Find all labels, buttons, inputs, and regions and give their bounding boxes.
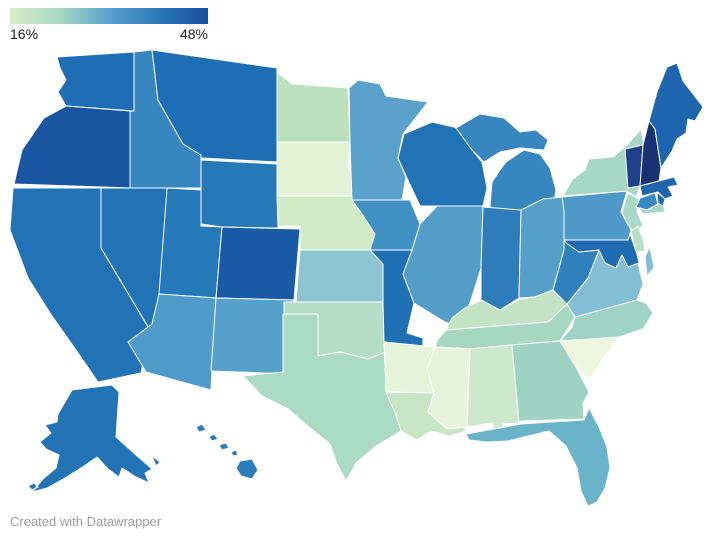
state-florida[interactable] <box>465 407 611 507</box>
legend-max-label: 48% <box>179 26 208 42</box>
state-hawaii[interactable] <box>195 423 259 480</box>
state-kansas[interactable] <box>295 249 384 303</box>
legend-min-label: 16% <box>10 26 39 42</box>
state-texas[interactable] <box>242 313 402 482</box>
state-maine[interactable] <box>648 62 704 169</box>
state-oregon[interactable] <box>13 105 131 189</box>
state-north-carolina[interactable] <box>559 299 654 342</box>
state-wisconsin[interactable] <box>397 121 488 207</box>
state-alaska[interactable] <box>27 384 161 493</box>
state-wyoming[interactable] <box>200 159 279 229</box>
state-rhode-island[interactable] <box>656 191 666 207</box>
datawrapper-attribution[interactable]: Created with Datawrapper <box>10 514 162 529</box>
state-colorado[interactable] <box>215 226 301 301</box>
state-new-mexico[interactable] <box>210 297 295 375</box>
state-connecticut[interactable] <box>635 192 659 211</box>
state-alabama[interactable] <box>466 344 520 433</box>
state-north-dakota[interactable] <box>276 71 351 143</box>
state-pennsylvania[interactable] <box>561 190 632 241</box>
state-massachusetts[interactable] <box>639 176 679 200</box>
state-washington[interactable] <box>56 51 135 112</box>
legend-gradient-bar <box>10 8 208 24</box>
state-indiana[interactable] <box>480 206 522 311</box>
state-south-dakota[interactable] <box>276 141 357 197</box>
legend-labels: 16% 48% <box>10 26 208 42</box>
us-choropleth-map <box>0 46 719 511</box>
color-legend: 16% 48% <box>10 8 208 42</box>
state-maryland[interactable] <box>563 233 640 269</box>
state-mississippi[interactable] <box>426 346 471 430</box>
